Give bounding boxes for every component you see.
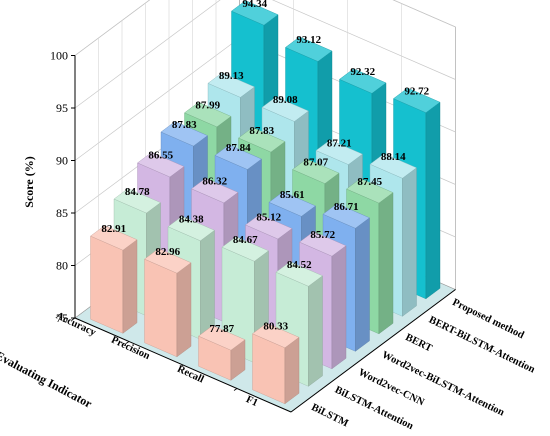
- value-label: 86.71: [334, 201, 359, 213]
- value-label: 82.96: [155, 246, 180, 258]
- value-label: 94.34: [242, 0, 267, 10]
- value-label: 89.13: [219, 70, 244, 82]
- x-tick-mark: [179, 364, 184, 368]
- value-label: 84.38: [179, 214, 204, 226]
- value-labels: 82.91 82.96 77.87 80.33 84.78 84.38 84.67 84.52…: [101, 0, 429, 335]
- y-tick-label: 100: [50, 49, 68, 63]
- x-tick-mark: [71, 317, 76, 321]
- y-tick-label: 75: [56, 311, 68, 325]
- series-label: BERT: [403, 332, 433, 354]
- x-tick-label: F1: [244, 394, 259, 409]
- x-tick-mark: [125, 341, 130, 344]
- y-tick-label: 85: [56, 206, 68, 220]
- value-label: 87.99: [195, 100, 220, 112]
- value-label: 84.67: [233, 234, 258, 246]
- value-label: 85.61: [280, 189, 305, 201]
- y-tick-label: 95: [56, 101, 68, 115]
- gridline-y: [74, 0, 456, 109]
- value-label: 84.78: [125, 186, 150, 198]
- value-label: 77.87: [209, 323, 234, 335]
- bar: [144, 248, 192, 358]
- value-label: 93.12: [296, 34, 321, 46]
- value-label: 84.52: [287, 259, 312, 271]
- x-axis-title: Evaluating Indicator: [0, 348, 95, 411]
- value-label: 89.08: [273, 94, 298, 106]
- value-label: 87.45: [357, 176, 382, 188]
- value-label: 87.83: [172, 119, 197, 131]
- bar: [198, 325, 246, 381]
- value-label: 87.84: [226, 142, 251, 154]
- value-label: 87.21: [327, 137, 352, 149]
- value-label: 82.91: [101, 223, 126, 235]
- y-axis-title: Score (%): [22, 156, 36, 207]
- value-label: 85.12: [256, 212, 281, 224]
- value-label: 85.72: [310, 229, 335, 241]
- series-label: BiLSTM: [309, 402, 350, 429]
- value-label: 80.33: [263, 321, 288, 333]
- series-label: BERT-BiLSTM-Attention: [427, 315, 537, 376]
- bar: [90, 225, 138, 334]
- value-label: 87.83: [249, 125, 274, 137]
- value-label: 86.32: [202, 176, 227, 188]
- depth-axis-line: [290, 289, 456, 413]
- bar: [252, 322, 300, 405]
- value-label: 92.32: [350, 66, 375, 78]
- value-label: 88.14: [381, 151, 406, 163]
- gridline-y: [74, 0, 456, 56]
- x-tick-mark: [233, 388, 238, 391]
- series-label: Word2vec-BiLSTM-Attention: [380, 350, 506, 419]
- y-tick-label: 80: [56, 259, 68, 273]
- bars: [90, 0, 441, 405]
- value-label: 86.55: [148, 150, 173, 162]
- value-label: 92.72: [404, 85, 429, 97]
- y-tick-label: 90: [56, 154, 68, 168]
- value-label: 87.07: [303, 156, 328, 168]
